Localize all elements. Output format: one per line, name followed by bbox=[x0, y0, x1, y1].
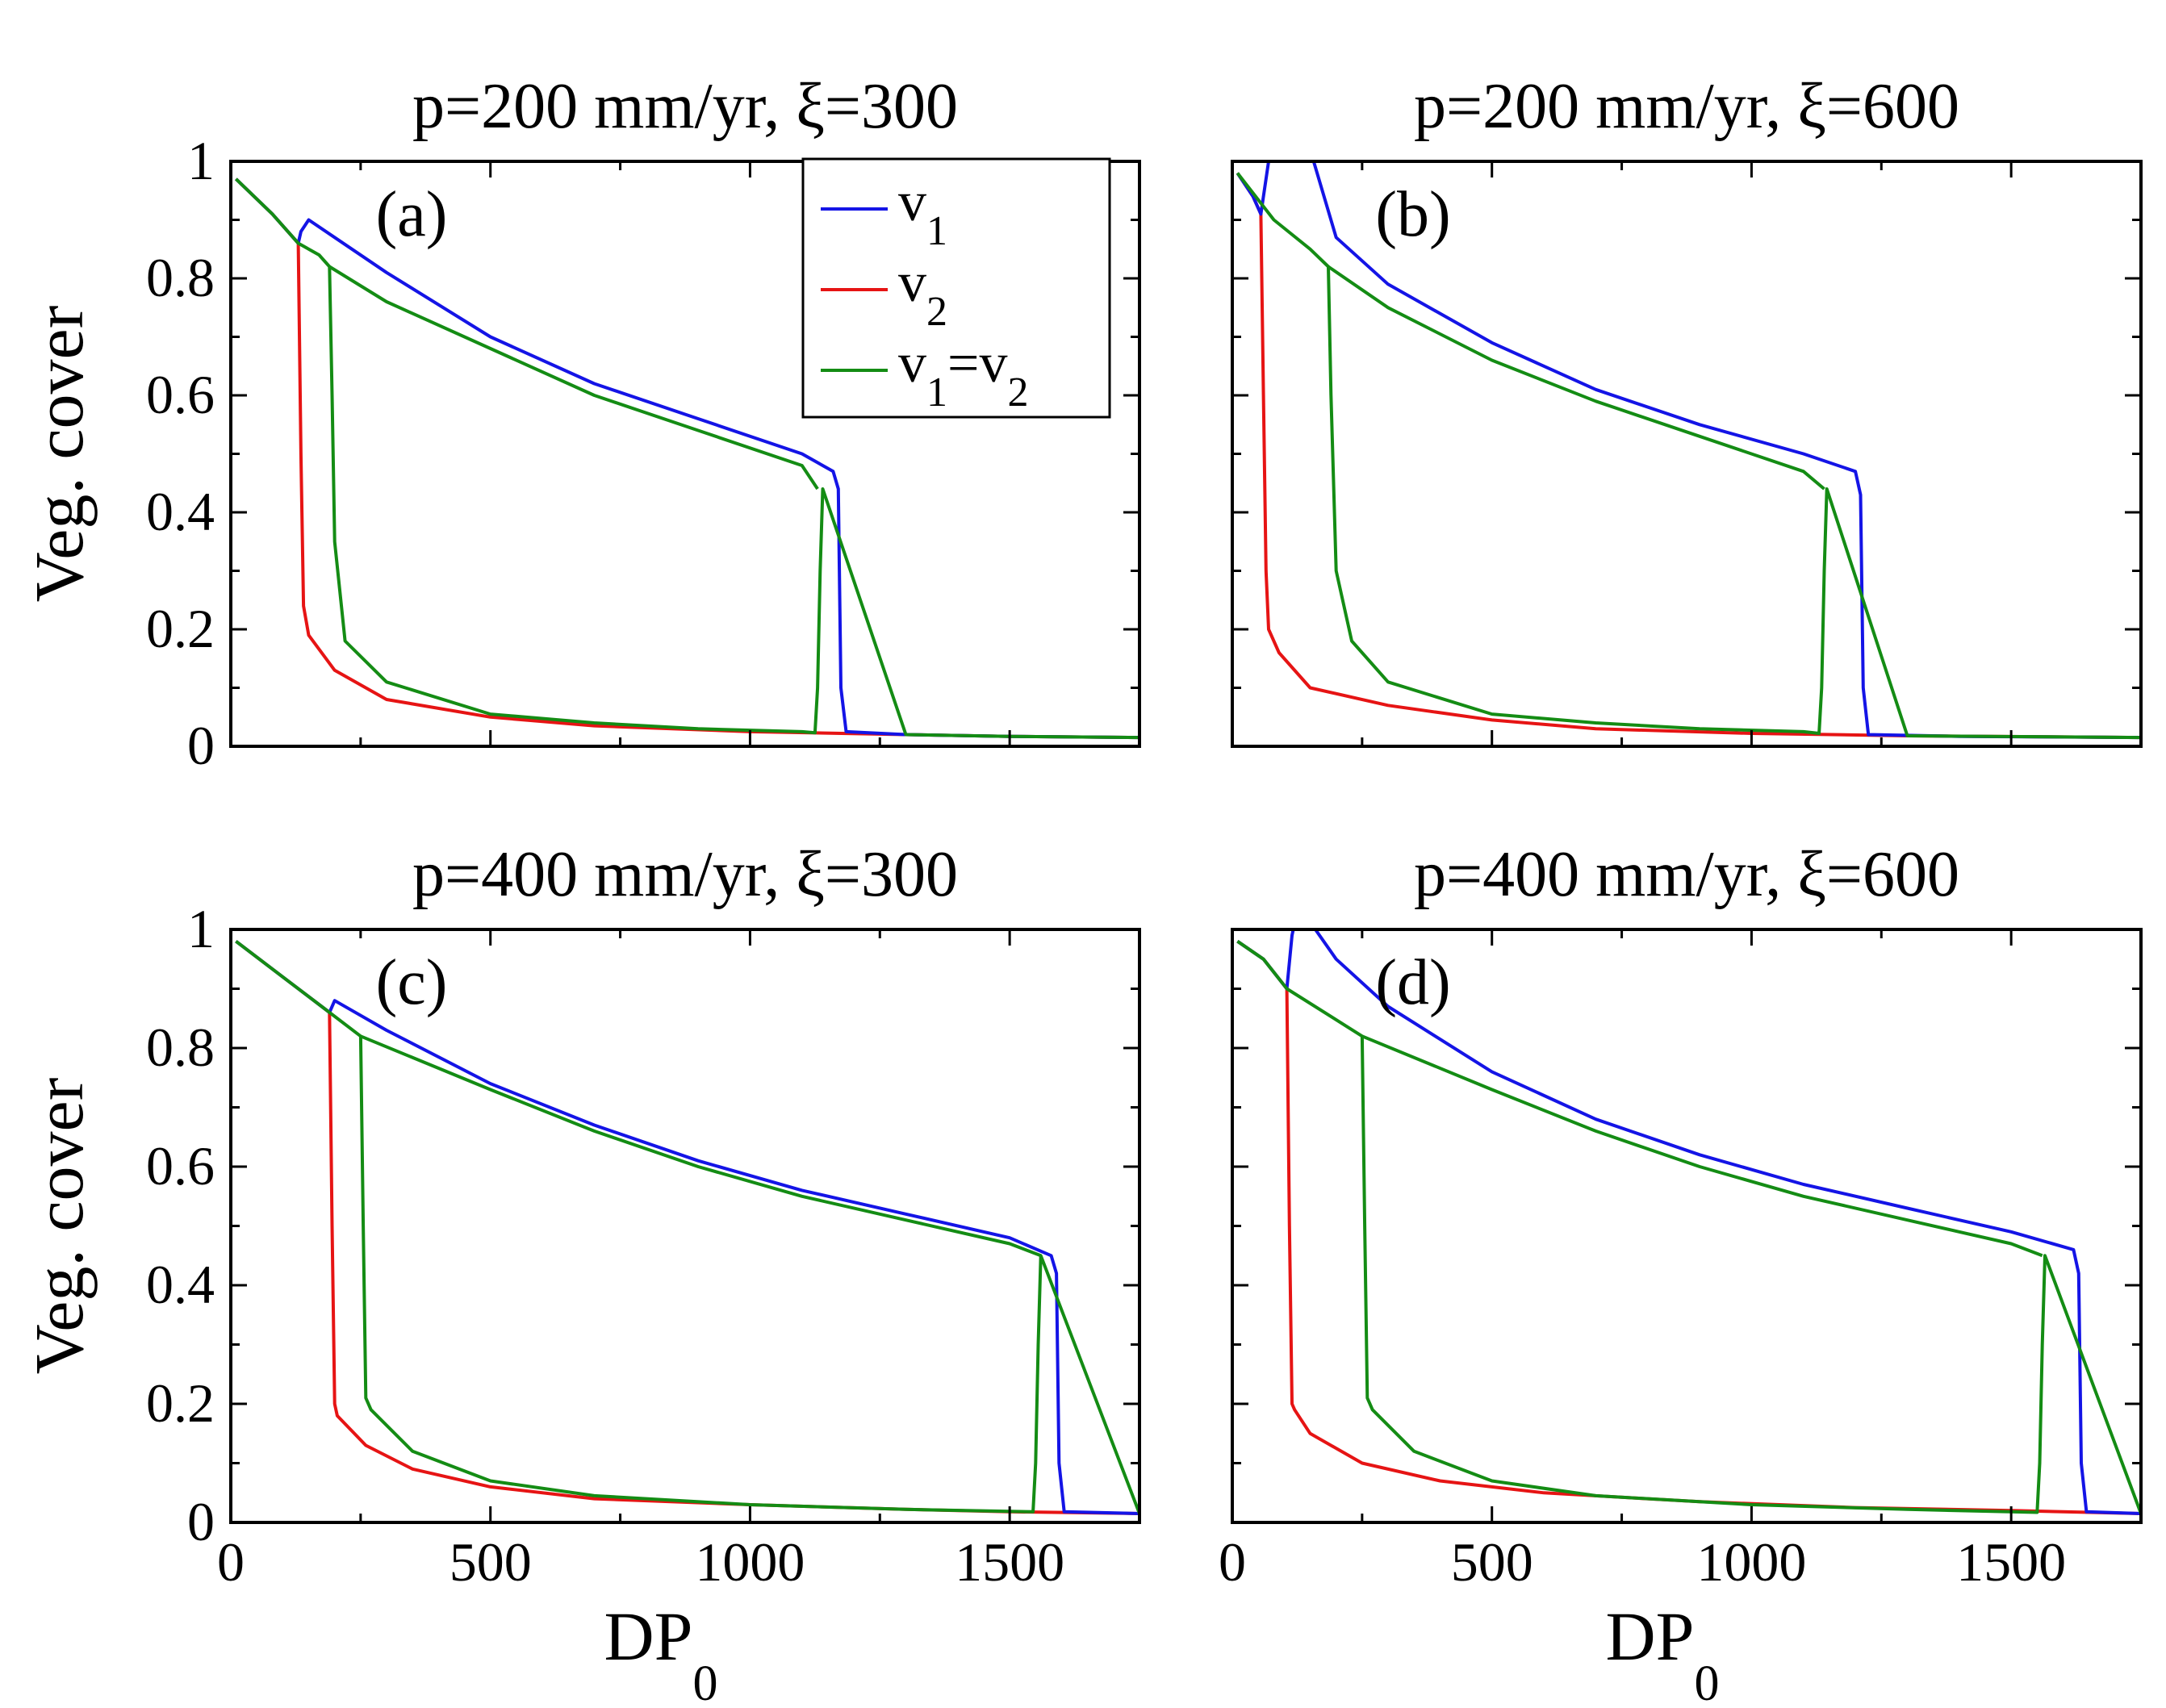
x-axis-label: DP0 bbox=[604, 1597, 718, 1708]
legend-label-v2: v2 bbox=[898, 252, 947, 335]
panel-title: p=200 mm/yr, ξ=600 bbox=[1414, 71, 1959, 142]
legend-label-v12: v1=v2 bbox=[898, 332, 1028, 416]
x-axis-label-main: DP bbox=[1606, 1597, 1695, 1675]
series-group bbox=[235, 177, 1139, 740]
legend-label-v1: v1 bbox=[898, 171, 947, 254]
series-line-v12 bbox=[235, 177, 1139, 740]
panel-label: (d) bbox=[1375, 947, 1450, 1018]
chart-panel: p=200 mm/yr, ξ=600 (b) bbox=[1231, 71, 2143, 748]
legend-label-subscript: 2 bbox=[926, 289, 947, 335]
y-tick-label: 0 bbox=[187, 715, 215, 776]
x-axis-label-subscript: 0 bbox=[1694, 1656, 1719, 1708]
x-tick-label: 1500 bbox=[1956, 1531, 2066, 1593]
x-axis-label: DP0 bbox=[1606, 1597, 1720, 1708]
x-axis-label-subscript: 0 bbox=[692, 1656, 717, 1708]
x-tick-label: 500 bbox=[1451, 1531, 1533, 1593]
legend-label-main: v bbox=[898, 252, 926, 314]
x-tick-label: 1000 bbox=[1696, 1531, 1806, 1593]
x-tick-label: 1500 bbox=[955, 1531, 1064, 1593]
x-tick-label: 500 bbox=[450, 1531, 532, 1593]
series-line-v1 bbox=[235, 940, 1139, 1515]
panel-label: (c) bbox=[376, 947, 448, 1018]
series-line-v12 bbox=[328, 265, 819, 491]
panel-title: p=400 mm/yr, ξ=300 bbox=[412, 839, 958, 910]
y-tick-label: 0.4 bbox=[146, 1254, 215, 1315]
x-tick-label: 0 bbox=[1219, 1531, 1246, 1593]
panel-label: (b) bbox=[1375, 179, 1450, 250]
legend-label-main: v bbox=[898, 332, 926, 395]
x-axis-label-main: DP bbox=[604, 1597, 693, 1675]
legend-label-subscript: 1 bbox=[926, 370, 947, 416]
chart-panel: 0 0.2 0.4 0.6 0.8 1 p=200 mm/yr, ξ=300 (a) Veg. … bbox=[20, 71, 1141, 776]
series-group bbox=[235, 940, 1139, 1515]
series-line-v12 bbox=[235, 940, 1139, 1514]
series-line-v1 bbox=[235, 177, 1139, 740]
legend-label-tail: =v bbox=[947, 332, 1007, 395]
y-axis-label: Veg. cover bbox=[20, 306, 98, 603]
legend-label-tail-subscript: 2 bbox=[1007, 370, 1028, 416]
series-line-v12 bbox=[1361, 1034, 2043, 1258]
y-tick-label: 0.6 bbox=[146, 364, 215, 425]
series-group bbox=[1236, 929, 2141, 1515]
series-group bbox=[1236, 161, 2141, 740]
series-line-v12 bbox=[1327, 265, 1825, 491]
y-tick-label: 0.2 bbox=[146, 1372, 215, 1434]
y-tick-label: 1 bbox=[187, 898, 215, 959]
legend-label-subscript: 1 bbox=[926, 208, 947, 254]
panel-title: p=200 mm/yr, ξ=300 bbox=[412, 71, 958, 142]
panel-title: p=400 mm/yr, ξ=600 bbox=[1414, 839, 1959, 910]
y-tick-label: 0.6 bbox=[146, 1135, 215, 1196]
y-tick-label: 0.8 bbox=[146, 247, 215, 308]
legend-label-main: v bbox=[898, 171, 926, 233]
y-tick-label: 0.8 bbox=[146, 1017, 215, 1078]
y-tick-label: 0.4 bbox=[146, 481, 215, 542]
y-axis-label: Veg. cover bbox=[20, 1078, 98, 1375]
series-line-v1 bbox=[1236, 929, 2141, 1515]
series-line-v12 bbox=[1236, 172, 2141, 740]
panels: 0 0.2 0.4 0.6 0.8 1 p=200 mm/yr, ξ=300 (a) Veg. … bbox=[20, 71, 2143, 1708]
chart-panel: 0 500 1000 1500 0 0.2 0.4 0.6 0.8 1 p=400 mm/yr, ξ… bbox=[20, 839, 1141, 1708]
y-tick-label: 0.2 bbox=[146, 598, 215, 659]
y-tick-label: 0 bbox=[187, 1491, 215, 1552]
series-line-v1 bbox=[1236, 161, 2141, 740]
y-tick-label: 1 bbox=[187, 130, 215, 191]
x-tick-label: 0 bbox=[217, 1531, 245, 1593]
panel-label: (a) bbox=[376, 179, 448, 250]
series-line-v2 bbox=[1236, 172, 2141, 740]
x-tick-label: 1000 bbox=[695, 1531, 805, 1593]
series-line-v12 bbox=[1236, 940, 2141, 1514]
series-line-v12 bbox=[360, 1034, 1042, 1258]
